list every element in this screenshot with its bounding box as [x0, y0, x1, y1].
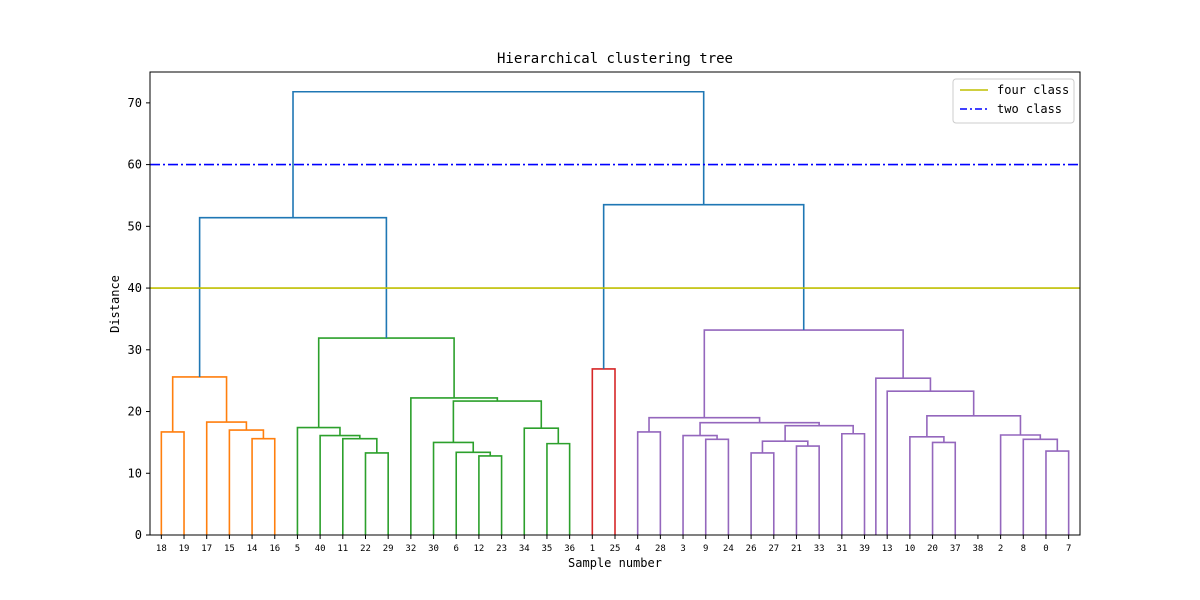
leaf-label: 33	[814, 544, 825, 554]
x-axis: 18 19 17 15 14 16 5 40 11 22 29 32 30 6 12 23 34 35 36 1 25 4…	[156, 535, 1071, 554]
leaf-label: 7	[1066, 544, 1071, 554]
leaf-label: 37	[950, 544, 961, 554]
dendrogram-link-green	[317, 337, 455, 428]
leaf-label: 5	[295, 544, 300, 554]
dendrogram-link-purple	[648, 416, 761, 432]
dendrogram-link-green	[364, 452, 389, 535]
leaf-label: 28	[655, 544, 666, 554]
legend: four class two class	[952, 78, 1075, 124]
leaf-label: 19	[179, 544, 190, 554]
dendrogram-link-green	[452, 400, 543, 443]
legend-label: two class	[997, 102, 1062, 116]
y-axis-label: Distance	[108, 275, 122, 333]
leaf-label: 1	[590, 544, 595, 554]
leaf-label: 20	[927, 544, 938, 554]
y-tick-label: 40	[128, 281, 142, 295]
leaf-label: 31	[836, 544, 847, 554]
threshold-lines	[150, 163, 1080, 289]
leaf-label: 2	[998, 544, 1003, 554]
leaf-label: 36	[564, 544, 575, 554]
leaf-label: 23	[496, 544, 507, 554]
dendrogram-link-purple	[750, 452, 775, 535]
leaf-label: 40	[315, 544, 326, 554]
dendrogram-link-blue	[602, 203, 805, 369]
dendrogram-link-blue	[198, 216, 388, 377]
leaf-label: 6	[454, 544, 459, 554]
leaf-label: 16	[269, 544, 280, 554]
dendrogram-links	[160, 90, 1070, 535]
leaf-label: 18	[156, 544, 167, 554]
leaf-label: 30	[428, 544, 439, 554]
leaf-label: 29	[383, 544, 394, 554]
legend-label: four class	[997, 83, 1069, 97]
leaf-label: 24	[723, 544, 734, 554]
leaf-label: 38	[973, 544, 984, 554]
y-tick-label: 20	[128, 405, 142, 419]
dendrogram-link-purple	[1045, 450, 1070, 535]
leaf-label: 9	[703, 544, 708, 554]
leaf-label: 8	[1021, 544, 1026, 554]
y-tick-label: 70	[128, 96, 142, 110]
leaf-label: 15	[224, 544, 235, 554]
y-tick-label: 50	[128, 219, 142, 233]
leaf-label: 13	[882, 544, 893, 554]
y-axis: 0 10 20 30 40 50 60 70	[128, 96, 150, 542]
y-tick-label: 0	[135, 528, 142, 542]
chart-title: Hierarchical clustering tree	[497, 51, 733, 67]
leaf-label: 27	[768, 544, 779, 554]
leaf-label: 35	[542, 544, 553, 554]
leaf-label: 26	[746, 544, 757, 554]
leaf-label: 22	[360, 544, 371, 554]
dendrogram-link-orange	[171, 376, 228, 432]
leaf-label: 17	[201, 544, 212, 554]
leaf-label: 39	[859, 544, 870, 554]
leaf-label: 32	[405, 544, 416, 554]
dendrogram-link-purple	[926, 415, 1022, 437]
leaf-label: 10	[904, 544, 915, 554]
leaf-label: 21	[791, 544, 802, 554]
leaf-label: 25	[610, 544, 621, 554]
y-tick-label: 30	[128, 343, 142, 357]
y-tick-label: 60	[128, 158, 142, 172]
leaf-label: 11	[337, 544, 348, 554]
dendrogram-link-blue	[292, 90, 705, 218]
y-tick-label: 10	[128, 466, 142, 480]
leaf-label: 4	[635, 544, 640, 554]
leaf-label: 12	[473, 544, 484, 554]
leaf-label: 14	[247, 544, 258, 554]
x-axis-label: Sample number	[568, 556, 662, 570]
leaf-label: 0	[1043, 544, 1048, 554]
dendrogram-link-green	[546, 442, 571, 535]
leaf-label: 3	[680, 544, 685, 554]
leaf-label: 34	[519, 544, 530, 554]
